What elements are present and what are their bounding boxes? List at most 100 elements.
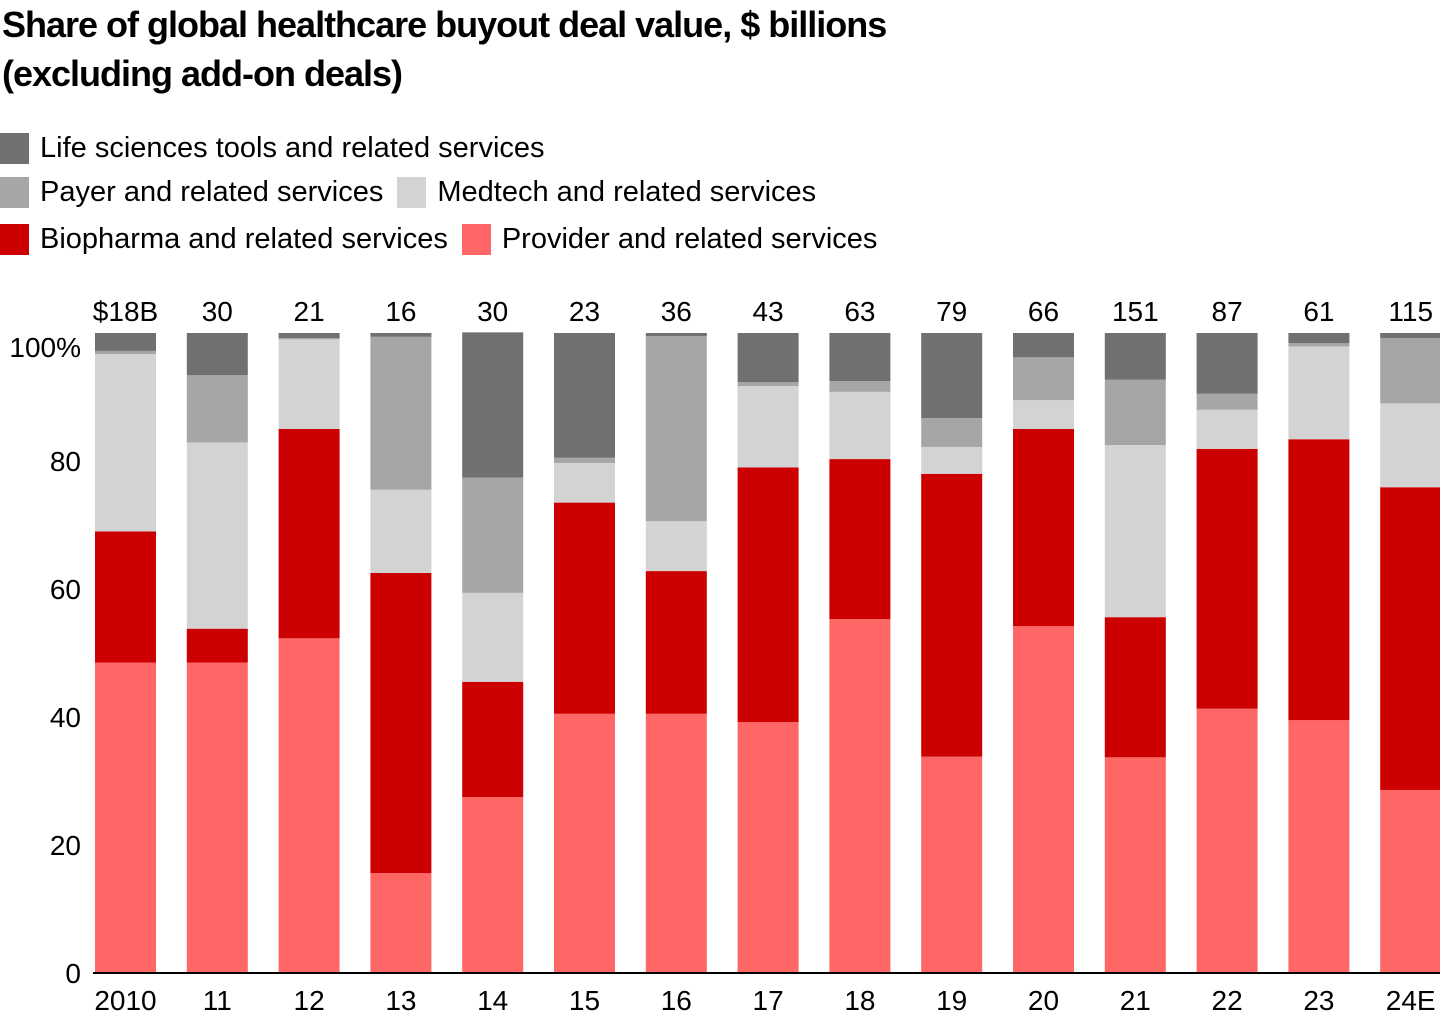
- bar-segment-2010-provider: [95, 662, 156, 973]
- bar-segment-19-life-sciences-tools: [921, 333, 983, 419]
- bar-segment-23-life-sciences-tools: [1288, 333, 1350, 344]
- bar-segment-19-medtech: [921, 446, 983, 474]
- bar-segment-16-provider: [645, 713, 707, 973]
- bar-segment-23-payer: [1288, 343, 1350, 347]
- bar-segment-20-life-sciences-tools: [1013, 333, 1074, 358]
- legend-item-biopharma: Biopharma and related services: [0, 224, 448, 255]
- x-tick-label: 13: [385, 985, 416, 1013]
- legend-item-life-sciences: Life sciences tools and related services: [0, 133, 545, 164]
- legend-swatch-payer: [0, 177, 29, 208]
- bar-24e: [1380, 333, 1440, 973]
- y-tick-label: 20: [50, 830, 81, 861]
- bar-segment-14-biopharma: [462, 681, 524, 797]
- bar-segment-21-medtech: [1104, 445, 1166, 618]
- x-tick-label: 15: [569, 985, 600, 1013]
- x-axis: 2010 11 12 13 14 15 16 17 18 19 20 21 22 23 24E: [94, 985, 1435, 1013]
- y-tick-label: 0: [65, 958, 81, 989]
- x-tick-label: 16: [661, 985, 692, 1013]
- bar-segment-12-provider: [278, 638, 340, 973]
- chart-title-line-1: Share of global healthcare buyout deal v…: [2, 4, 887, 45]
- bar-segment-18-biopharma: [829, 459, 891, 620]
- total-label: 30: [202, 296, 233, 327]
- x-tick-label: 19: [936, 985, 967, 1013]
- bar-segment-18-medtech: [829, 391, 891, 460]
- chart-title: Share of global healthcare buyout deal v…: [2, 0, 887, 98]
- total-label: 30: [477, 296, 508, 327]
- bar-segment-21-payer: [1104, 379, 1166, 445]
- bar-segment-2010-life-sciences-tools: [95, 333, 156, 351]
- bar-segment-20-payer: [1013, 357, 1074, 401]
- bar-segment-24e-life-sciences-tools: [1380, 333, 1440, 339]
- bar-segment-20-provider: [1013, 626, 1074, 973]
- bar-segment-19-payer: [921, 418, 983, 447]
- bar-segment-17-life-sciences-tools: [737, 333, 799, 383]
- total-label: 66: [1028, 296, 1059, 327]
- bar-segment-17-medtech: [737, 386, 799, 468]
- total-label: 151: [1112, 296, 1159, 327]
- bar-13: [370, 333, 432, 973]
- bar-segment-17-payer: [737, 382, 799, 387]
- x-tick-label: 12: [294, 985, 325, 1013]
- total-label: 61: [1303, 296, 1334, 327]
- bar-segment-16-biopharma: [645, 571, 707, 714]
- bar-segment-22-provider: [1196, 708, 1258, 973]
- bar-segment-18-payer: [829, 381, 891, 392]
- bar-segment-14-medtech: [462, 592, 524, 682]
- x-tick-label: 23: [1303, 985, 1334, 1013]
- bar-segment-11-life-sciences-tools: [186, 333, 248, 376]
- bar-segment-21-provider: [1104, 757, 1166, 973]
- bar-2010: [95, 333, 156, 973]
- bar-11: [186, 333, 248, 973]
- x-tick-label: 21: [1120, 985, 1151, 1013]
- bar-segment-22-payer: [1196, 393, 1258, 410]
- bar-segment-23-provider: [1288, 720, 1350, 973]
- bar-segment-15-provider: [554, 713, 615, 973]
- legend-row-3: Biopharma and related services Provider …: [0, 224, 891, 255]
- bar-segment-18-provider: [829, 619, 891, 973]
- bar-segment-12-life-sciences-tools: [278, 333, 340, 339]
- legend-swatch-provider: [461, 224, 491, 255]
- legend-swatch-biopharma: [0, 224, 29, 255]
- bar-segment-23-medtech: [1288, 346, 1350, 440]
- bar-segment-16-life-sciences-tools: [645, 333, 707, 337]
- bar-segment-11-provider: [186, 662, 248, 973]
- total-label: 43: [753, 296, 784, 327]
- bar-segment-13-provider: [370, 873, 432, 973]
- bar-12: [278, 333, 340, 973]
- total-labels: $18B 30 21 16 30 23 36 43 63 79 66 151 87 61 115: [93, 296, 1433, 327]
- bar-segment-13-payer: [370, 336, 432, 490]
- bar-segment-2010-medtech: [95, 354, 156, 532]
- bar-segment-22-medtech: [1196, 409, 1258, 449]
- total-label: 16: [385, 296, 416, 327]
- total-label: 63: [844, 296, 875, 327]
- bar-segment-23-biopharma: [1288, 439, 1350, 721]
- total-label: 79: [936, 296, 967, 327]
- bar-segment-20-biopharma: [1013, 429, 1074, 627]
- bar-segment-14-payer: [462, 477, 524, 593]
- bar-segment-24e-payer: [1380, 338, 1440, 404]
- bar-segment-19-biopharma: [921, 473, 983, 757]
- bar-segment-13-medtech: [370, 489, 432, 573]
- bar-segment-15-payer: [554, 457, 615, 463]
- bar-segment-20-medtech: [1013, 400, 1074, 429]
- x-tick-label: 11: [203, 985, 232, 1013]
- legend-swatch-life-sciences: [0, 133, 29, 164]
- legend-item-provider: Provider and related services: [461, 224, 877, 255]
- bar-segment-12-medtech: [278, 339, 340, 429]
- legend-label-medtech: Medtech and related services: [437, 176, 817, 208]
- bar-segment-19-provider: [921, 756, 983, 973]
- bar-16: [645, 333, 707, 973]
- bar-segment-15-medtech: [554, 462, 615, 503]
- bar-22: [1196, 333, 1258, 973]
- bar-19: [921, 333, 983, 973]
- bar-17: [737, 333, 799, 973]
- bar-segment-13-biopharma: [370, 573, 432, 874]
- bar-23: [1288, 333, 1350, 973]
- legend-row-2: Payer and related services Medtech and r…: [0, 177, 830, 208]
- bar-segment-2010-payer: [95, 350, 156, 355]
- legend-item-medtech: Medtech and related services: [397, 177, 816, 208]
- bar-20: [1013, 333, 1074, 973]
- bar-segment-24e-biopharma: [1380, 487, 1440, 790]
- bar-segment-14-life-sciences-tools: [462, 332, 524, 478]
